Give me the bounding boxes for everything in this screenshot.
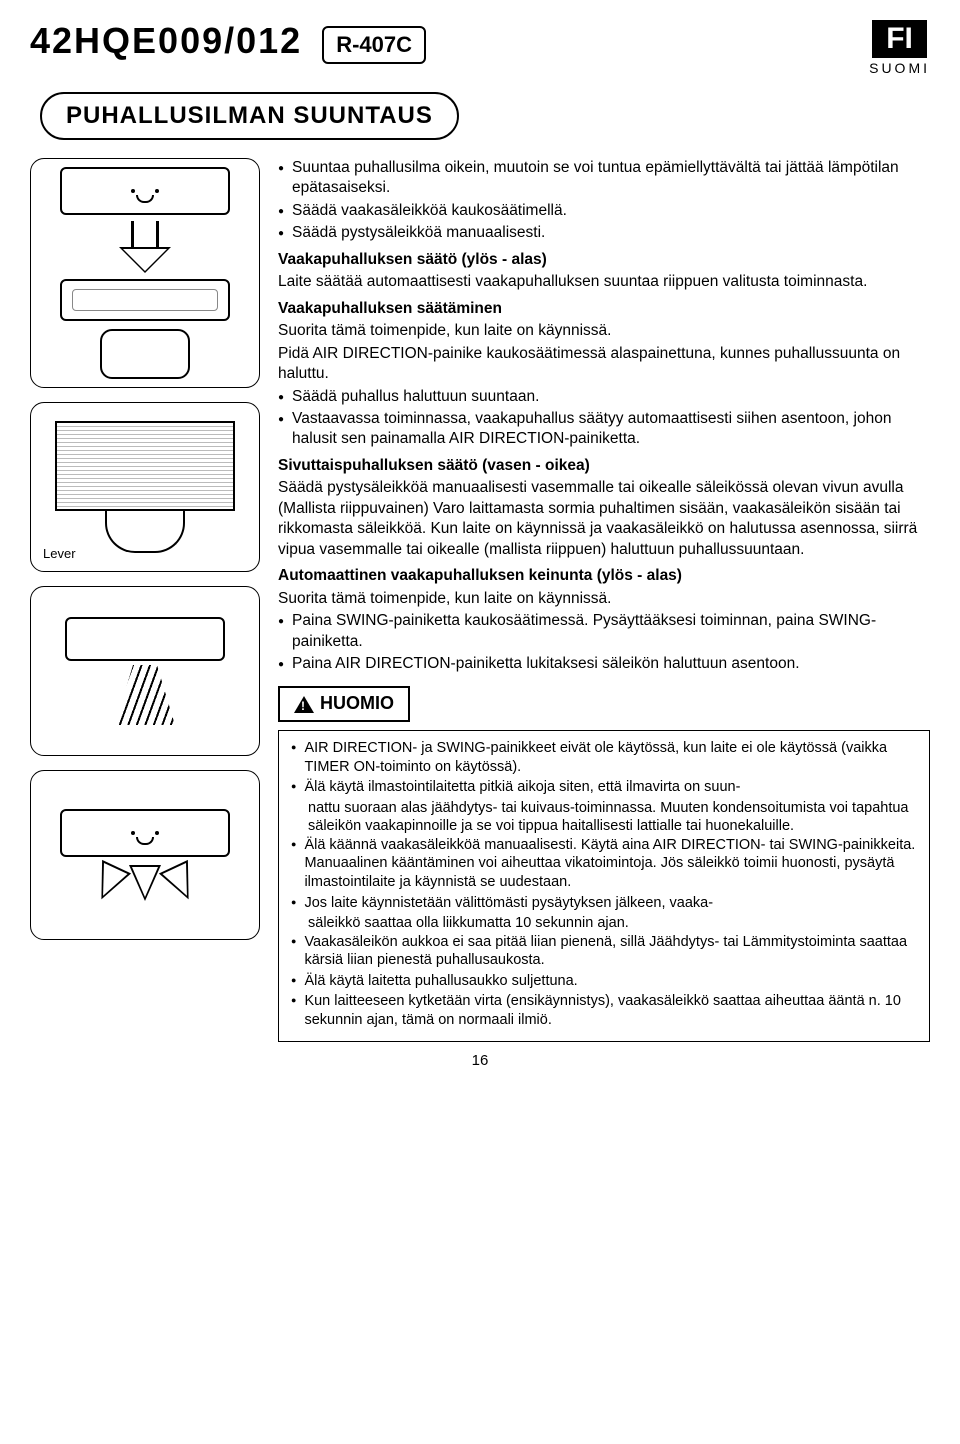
caution-text-2a: Älä käytä ilmastointilaitetta pitkiä aik… [304, 778, 740, 797]
model-code: 42HQE009/012 [30, 20, 302, 62]
ac-unit-face-icon-2 [60, 809, 230, 857]
illus-adjust-down [30, 158, 260, 388]
caution-item-4: Jos laite käynnistetään välittömästi pys… [291, 894, 917, 913]
caution-box: AIR DIRECTION- ja SWING-painikkeet eivät… [278, 730, 930, 1042]
swing-airflow-icon [115, 665, 175, 725]
remote-hand-icon [100, 329, 190, 379]
caution-text-4a: Jos laite käynnistetään välittömästi pys… [304, 894, 713, 913]
caution-heading-box: HUOMIO [278, 686, 410, 722]
caution-heading: HUOMIO [320, 692, 394, 716]
intro-bullet-2: Säädä vaakasäleikköä kaukosäätimellä. [278, 201, 930, 221]
air-arrow-icon [87, 860, 131, 906]
language-code-badge: FI [872, 20, 927, 58]
sec4-title: Automaattinen vaakapuhalluksen keinunta … [278, 566, 930, 586]
caution-item-1: AIR DIRECTION- ja SWING-painikkeet eivät… [291, 739, 917, 776]
air-arrow-icon [159, 860, 203, 906]
sec2-bullet-1: Säädä puhallus haluttuun suuntaan. [278, 387, 930, 407]
caution-item-2: Älä käytä ilmastointilaitetta pitkiä aik… [291, 778, 917, 797]
sec4-bullet-1: Paina SWING-painiketta kaukosäätimessä. … [278, 611, 930, 652]
caution-item-5: Vaakasäleikön aukkoa ei saa pitää liian … [291, 933, 917, 970]
sec2-b2-text: Vastaavassa toiminnassa, vaakapuhallus s… [292, 409, 930, 450]
ac-unit-swing-icon [65, 617, 225, 661]
intro-text-3: Säädä pystysäleikköä manuaalisesti. [292, 223, 545, 243]
caution-text-6: Älä käytä laitetta puhallusaukko suljett… [304, 972, 577, 991]
main-layout: Lever Suuntaa puhall [30, 158, 930, 1042]
page-number: 16 [30, 1052, 930, 1069]
sec2-p2: Pidä AIR DIRECTION-painike kaukosäätimes… [278, 344, 930, 385]
header-row: 42HQE009/012 R-407C FI SUOMI [30, 20, 930, 76]
caution-text-4b: säleikkö saattaa olla liikkumatta 10 sek… [308, 914, 917, 933]
intro-text-2: Säädä vaakasäleikköä kaukosäätimellä. [292, 201, 567, 221]
illustration-column: Lever [30, 158, 260, 1042]
refrigerant-badge: R-407C [322, 26, 426, 64]
caution-text-7: Kun laitteeseen kytketään virta (ensikäy… [304, 992, 917, 1029]
caution-text-3: Älä käännä vaakasäleikköä manuaalisesti.… [304, 836, 917, 892]
sec4-p1: Suorita tämä toimenpide, kun laite on kä… [278, 589, 930, 609]
sec2-bullet-2: Vastaavassa toiminnassa, vaakapuhallus s… [278, 409, 930, 450]
caution-text-1: AIR DIRECTION- ja SWING-painikkeet eivät… [304, 739, 917, 776]
section-title-box: PUHALLUSILMAN SUUNTAUS [40, 92, 459, 140]
sec2-b1-text: Säädä puhallus haluttuun suuntaan. [292, 387, 539, 407]
air-arrow-icon [129, 865, 161, 901]
sec3-p1: Säädä pystysäleikköä manuaalisesti vasem… [278, 478, 930, 560]
illus-swing [30, 586, 260, 756]
caution-item-7: Kun laitteeseen kytketään virta (ensikäy… [291, 992, 917, 1029]
language-name: SUOMI [869, 60, 930, 76]
language-block: FI SUOMI [869, 20, 930, 76]
intro-text-1: Suuntaa puhallusilma oikein, muutoin se … [292, 158, 930, 199]
caution-item-6: Älä käytä laitetta puhallusaukko suljett… [291, 972, 917, 991]
sec1-p1: Laite säätää automaattisesti vaakapuhall… [278, 272, 930, 292]
illus-multi-direction [30, 770, 260, 940]
illus-lever: Lever [30, 402, 260, 572]
sec4-b2-text: Paina AIR DIRECTION-painiketta lukitakse… [292, 654, 799, 674]
ac-unit-icon [60, 279, 230, 321]
sec4-b1-text: Paina SWING-painiketta kaukosäätimessä. … [292, 611, 930, 652]
warning-triangle-icon [294, 696, 314, 713]
intro-bullet-3: Säädä pystysäleikköä manuaalisesti. [278, 223, 930, 243]
sec2-p1: Suorita tämä toimenpide, kun laite on kä… [278, 321, 930, 341]
caution-text-5: Vaakasäleikön aukkoa ei saa pitää liian … [304, 933, 917, 970]
sec3-title: Sivuttaispuhalluksen säätö (vasen - oike… [278, 456, 930, 476]
caution-text-2b: nattu suoraan alas jäähdytys- tai kuivau… [308, 799, 917, 836]
text-column: Suuntaa puhallusilma oikein, muutoin se … [278, 158, 930, 1042]
sec4-bullet-2: Paina AIR DIRECTION-painiketta lukitakse… [278, 654, 930, 674]
ac-unit-face-icon [60, 167, 230, 215]
sec2-title: Vaakapuhalluksen säätäminen [278, 299, 930, 319]
ac-front-grille-icon [55, 421, 235, 511]
caution-item-3: Älä käännä vaakasäleikköä manuaalisesti.… [291, 836, 917, 892]
section-title: PUHALLUSILMAN SUUNTAUS [66, 102, 433, 129]
intro-bullet-1: Suuntaa puhallusilma oikein, muutoin se … [278, 158, 930, 199]
lever-label: Lever [41, 546, 78, 561]
sec1-title: Vaakapuhalluksen säätö (ylös - alas) [278, 250, 930, 270]
